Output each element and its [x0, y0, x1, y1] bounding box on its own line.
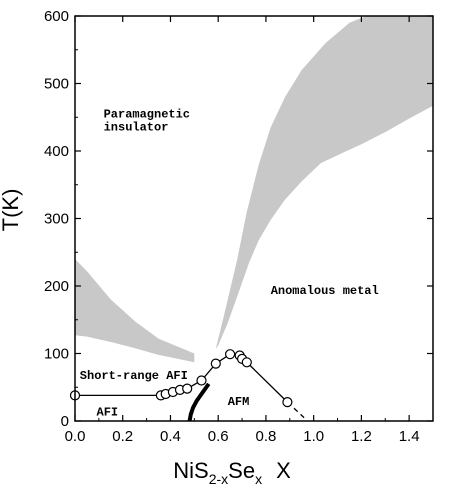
region-label-line: Anomalous metal — [271, 284, 379, 298]
y-tick-label: 500 — [44, 76, 69, 93]
x-tick-label: 1.2 — [351, 428, 372, 445]
y-tick-label: 200 — [44, 278, 69, 295]
region-label-3: Short-range AFI — [80, 369, 188, 383]
y-tick-label: 100 — [44, 346, 69, 363]
data-point-13 — [282, 397, 293, 408]
data-points — [69, 349, 293, 408]
y-axis-title: T(K) — [0, 189, 23, 232]
y-tick-label: 400 — [44, 143, 69, 160]
region-label-line: AFM — [228, 395, 250, 409]
region-label-2: Anomalous metal — [271, 284, 379, 298]
shaded-region-1 — [75, 259, 195, 363]
x-title-variable: X — [276, 458, 291, 483]
x-title-mid: Se — [228, 458, 255, 483]
x-tick-label: 1.0 — [303, 428, 324, 445]
data-point-8 — [210, 358, 221, 369]
y-tick-label: 0 — [61, 413, 69, 430]
region-label-5: AFM — [228, 395, 250, 409]
x-tick-label: 0.4 — [160, 428, 181, 445]
data-point-7 — [196, 375, 207, 386]
x-tick-label: 1.4 — [399, 428, 420, 445]
data-point-6 — [182, 383, 193, 394]
region-label-line: Paramagnetic — [104, 107, 190, 121]
region-label-line: AFI — [97, 406, 119, 420]
region-label-line: insulator — [104, 120, 169, 134]
data-point-12 — [241, 357, 252, 368]
region-label-4: AFI — [97, 406, 119, 420]
series-line-2 — [187, 382, 211, 422]
region-label-1: Paramagnetic insulator — [104, 107, 190, 134]
x-title-base: NiS — [173, 458, 208, 483]
x-axis-title: NiS2-xSex X — [173, 458, 291, 487]
data-point-9 — [225, 349, 236, 360]
shaded-region-2 — [215, 16, 433, 349]
y-tick-label: 300 — [44, 211, 69, 228]
axis-ticks: 0.0 0.2 0.4 0.6 0.8 1.0 1.2 1.4 0 100 200 300 400 500… — [44, 8, 434, 445]
region-label-line: Short-range AFI — [80, 369, 188, 383]
y-tick-label: 600 — [44, 8, 69, 25]
x-tick-label: 0.0 — [65, 428, 86, 445]
x-title-sub1: 2-x — [209, 471, 228, 487]
x-tick-label: 0.6 — [208, 428, 229, 445]
x-title-sub2: x — [255, 471, 262, 487]
region-labels: Paramagnetic insulator Anomalous metal Shor… — [80, 107, 379, 419]
shaded-regions — [75, 16, 433, 363]
x-tick-label: 0.2 — [112, 428, 133, 445]
x-tick-label: 0.8 — [256, 428, 277, 445]
